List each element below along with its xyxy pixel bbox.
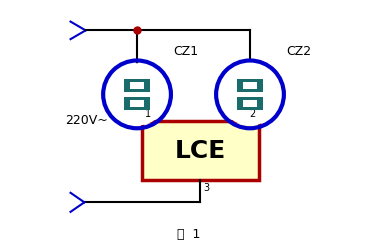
- Bar: [124, 80, 150, 93]
- Bar: [238, 97, 262, 110]
- Circle shape: [106, 64, 168, 126]
- Bar: [238, 80, 262, 93]
- Bar: [243, 100, 257, 107]
- Text: 图  1: 图 1: [177, 227, 200, 240]
- Text: CZ1: CZ1: [173, 44, 199, 58]
- Text: CZ2: CZ2: [287, 44, 311, 58]
- Bar: [142, 121, 259, 180]
- Text: 1: 1: [145, 108, 151, 118]
- Circle shape: [219, 64, 281, 126]
- Text: 2: 2: [250, 108, 256, 118]
- Text: 3: 3: [204, 182, 210, 192]
- Text: LCE: LCE: [175, 139, 226, 162]
- Bar: [130, 100, 144, 107]
- Bar: [130, 83, 144, 90]
- Bar: [243, 83, 257, 90]
- Text: 220V~: 220V~: [66, 114, 108, 126]
- Bar: [124, 97, 150, 110]
